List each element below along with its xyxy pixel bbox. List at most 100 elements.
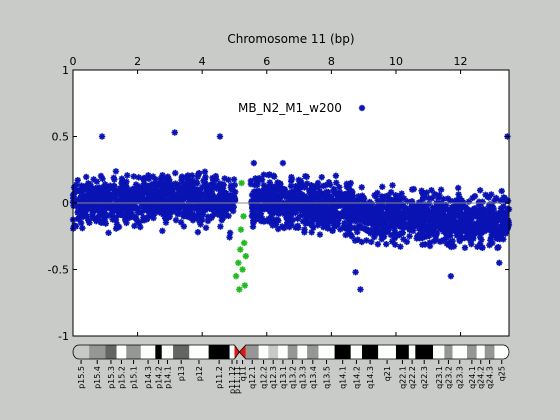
data-point [202,206,209,214]
data-point [317,219,324,226]
ideogram-band [452,345,468,359]
data-point [79,224,86,232]
band-label: p15.4 [93,366,102,389]
data-point [100,209,107,217]
band-label: q14.1 [339,366,348,389]
data-point [266,203,273,211]
data-point [423,216,431,224]
data-point [108,184,115,191]
data-point [333,179,340,186]
data-point [132,205,139,212]
data-point [149,173,157,180]
data-point [204,213,212,220]
data-point [488,214,496,221]
ideogram-band [415,345,434,359]
data-point [369,227,377,234]
ideogram-band [73,345,90,359]
data-point [126,206,134,213]
data-point [345,229,353,237]
data-point [368,238,375,246]
band-label: q12.1 [248,366,257,389]
data-point [437,186,445,193]
data-point [105,229,112,237]
data-point [240,213,247,220]
band-label: q23.2 [444,366,453,389]
data-point [360,204,367,211]
data-point [162,219,170,226]
data-point [294,215,301,222]
y-tick-label: 0.5 [52,131,70,144]
data-point [180,203,187,211]
data-point [451,205,458,213]
data-point [149,205,157,212]
ideogram-band [116,345,127,359]
data-point [137,223,144,231]
data-point [97,172,105,180]
data-point [202,224,210,231]
data-point [121,185,128,192]
band-label: p14.2 [155,366,164,389]
data-point [395,194,403,201]
data-point [152,185,159,193]
data-point [216,210,224,217]
ideogram-band [258,345,269,359]
data-point [482,224,489,231]
ideogram-band [476,345,485,359]
data-point [251,181,259,189]
data-point [478,213,485,220]
data-point [88,189,96,197]
data-point [318,174,325,181]
data-point [225,212,232,220]
data-point [235,259,242,267]
data-point [478,229,485,236]
data-point [311,190,319,197]
data-point [221,175,228,182]
data-point [463,220,470,227]
data-point [285,200,292,208]
data-point [203,189,210,196]
data-point [171,129,178,136]
data-point [363,210,371,217]
data-point [478,236,485,243]
data-point [314,222,322,229]
chromosome-ideogram [72,344,510,360]
data-point [349,188,356,196]
band-label: p15.1 [130,366,139,389]
data-point [202,194,209,202]
chart-title: Chromosome 11 (bp) [227,32,354,46]
data-point [208,188,215,195]
band-label: q14.2 [352,366,361,389]
data-point [159,202,167,210]
data-point [216,204,223,211]
data-point [404,209,411,216]
data-point [89,213,96,221]
band-label: p15.3 [107,366,116,389]
data-point [342,190,350,198]
data-point [493,194,500,202]
data-point [296,199,303,206]
data-point [230,176,238,183]
band-label: q12.3 [269,366,278,389]
data-point [406,233,413,240]
data-point [443,205,450,213]
data-point [321,200,329,207]
band-label: q13.1 [279,366,288,389]
data-point [112,168,120,175]
data-point [331,207,338,214]
data-point [498,187,505,195]
data-point [434,194,442,202]
ideogram-band [395,345,409,359]
data-point [451,198,458,205]
band-label: q21 [383,366,392,381]
band-label: p14.3 [144,366,153,389]
data-point [70,202,77,209]
data-point [138,198,145,205]
data-points [69,129,513,293]
data-point [225,205,232,212]
data-point [496,231,503,238]
data-point [430,238,438,245]
data-point [174,211,181,218]
data-point [418,233,425,240]
data-point [361,225,369,233]
